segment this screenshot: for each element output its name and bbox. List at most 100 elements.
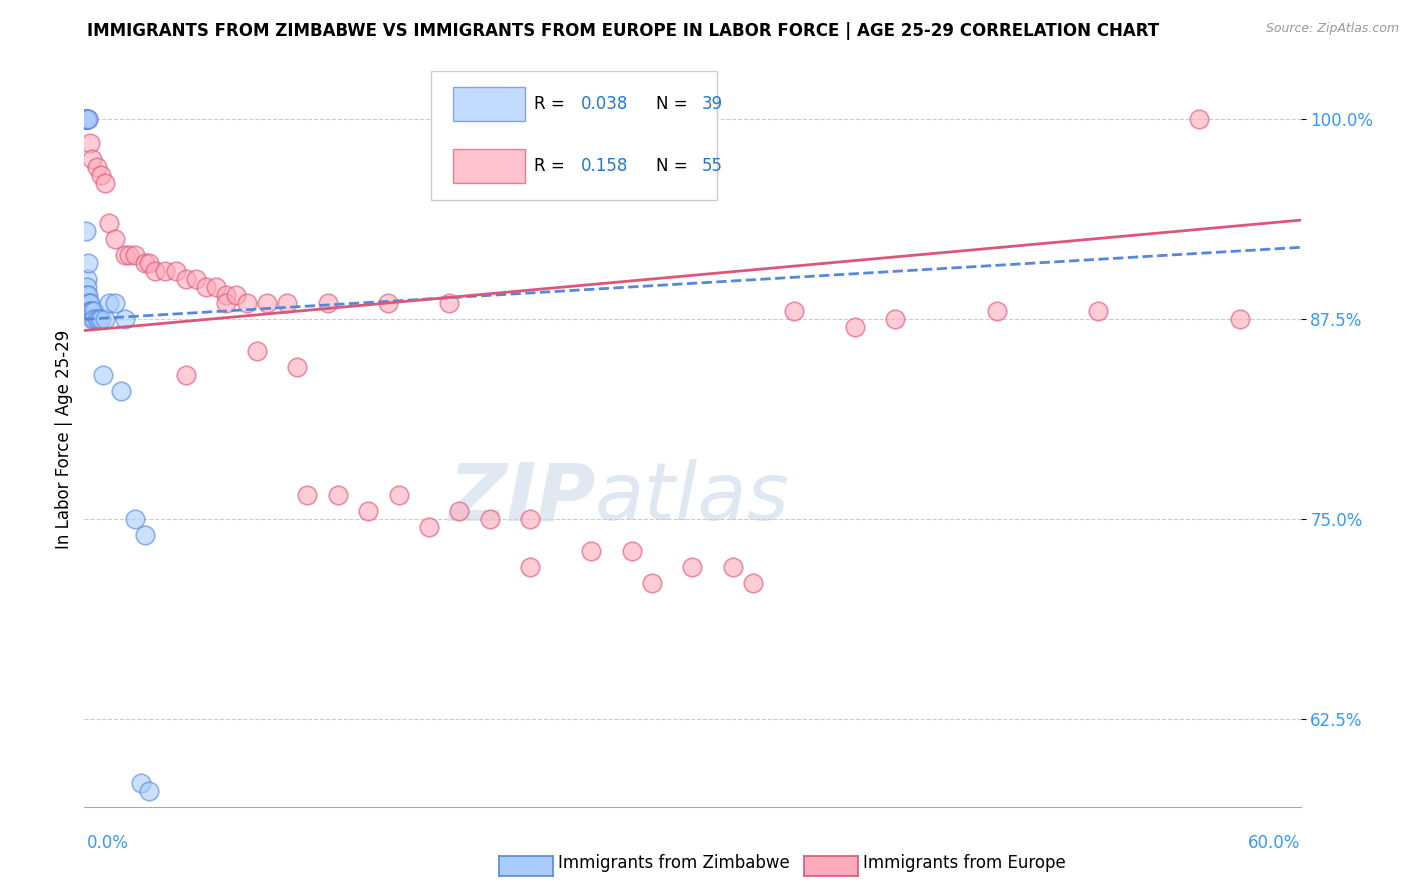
Point: [1188, 112, 1211, 127]
Point: [93, 177, 115, 191]
Point: [174, 272, 197, 286]
Point: [104, 296, 127, 310]
Text: 60.0%: 60.0%: [1249, 834, 1301, 852]
Point: [86, 312, 108, 326]
Point: [86, 161, 108, 175]
Point: [77, 288, 100, 302]
Point: [87, 312, 110, 326]
Text: atlas: atlas: [595, 459, 790, 537]
Point: [478, 512, 501, 526]
Text: R =: R =: [534, 157, 571, 176]
Text: 0.038: 0.038: [581, 95, 628, 112]
Point: [844, 320, 866, 334]
Point: [75, 112, 97, 127]
Text: N =: N =: [657, 95, 693, 112]
Point: [387, 488, 409, 502]
Point: [114, 312, 136, 326]
Point: [124, 512, 146, 526]
Point: [742, 576, 765, 591]
Point: [77, 112, 100, 127]
Point: [118, 248, 141, 262]
Point: [326, 488, 349, 502]
Point: [76, 288, 98, 302]
Point: [124, 248, 146, 262]
Y-axis label: In Labor Force | Age 25-29: In Labor Force | Age 25-29: [55, 330, 73, 549]
Point: [97, 296, 120, 310]
Point: [519, 560, 541, 574]
Point: [165, 264, 187, 278]
Point: [76, 112, 98, 127]
Point: [75, 112, 97, 127]
Point: [75, 112, 97, 127]
Point: [519, 512, 541, 526]
Point: [79, 136, 101, 151]
Point: [439, 296, 461, 310]
Point: [682, 560, 704, 574]
Point: [77, 296, 100, 310]
Text: 0.158: 0.158: [581, 157, 628, 176]
FancyBboxPatch shape: [453, 87, 524, 120]
Point: [579, 544, 602, 558]
Text: Source: ZipAtlas.com: Source: ZipAtlas.com: [1265, 22, 1399, 36]
Point: [721, 560, 744, 574]
Text: IMMIGRANTS FROM ZIMBABWE VS IMMIGRANTS FROM EUROPE IN LABOR FORCE | AGE 25-29 CO: IMMIGRANTS FROM ZIMBABWE VS IMMIGRANTS F…: [87, 22, 1160, 40]
Point: [205, 280, 228, 294]
Point: [76, 280, 98, 294]
Point: [134, 528, 156, 542]
Point: [138, 784, 160, 798]
Point: [418, 520, 440, 534]
Point: [246, 344, 269, 359]
Text: Immigrants from Zimbabwe: Immigrants from Zimbabwe: [558, 855, 790, 872]
FancyBboxPatch shape: [432, 71, 717, 200]
Point: [104, 232, 127, 246]
Point: [91, 368, 114, 383]
Point: [194, 280, 217, 294]
Point: [620, 544, 643, 558]
Point: [138, 256, 160, 270]
Point: [276, 296, 298, 310]
Point: [225, 288, 247, 302]
Point: [75, 112, 97, 127]
Point: [77, 256, 100, 270]
Point: [174, 368, 197, 383]
Point: [235, 296, 257, 310]
Point: [79, 304, 101, 318]
Point: [90, 312, 112, 326]
Point: [184, 272, 207, 286]
Point: [82, 312, 104, 326]
Point: [79, 296, 101, 310]
Point: [986, 304, 1008, 318]
Point: [641, 576, 664, 591]
Point: [83, 312, 105, 326]
Text: Immigrants from Europe: Immigrants from Europe: [863, 855, 1066, 872]
Point: [79, 304, 101, 318]
Point: [82, 153, 104, 167]
Point: [83, 304, 105, 318]
Point: [316, 296, 339, 310]
Point: [77, 112, 100, 127]
Point: [75, 112, 97, 127]
Text: 0.0%: 0.0%: [87, 834, 129, 852]
Point: [783, 304, 806, 318]
Point: [114, 248, 136, 262]
Point: [285, 360, 308, 375]
Point: [75, 112, 97, 127]
Point: [75, 112, 97, 127]
Point: [215, 288, 238, 302]
Text: 39: 39: [702, 95, 723, 112]
Point: [449, 504, 471, 518]
Point: [256, 296, 278, 310]
Point: [75, 112, 97, 127]
Text: N =: N =: [657, 157, 693, 176]
Text: R =: R =: [534, 95, 571, 112]
Point: [97, 216, 120, 230]
Point: [79, 296, 101, 310]
Point: [134, 256, 156, 270]
Point: [93, 312, 115, 326]
Point: [80, 304, 103, 318]
Point: [1229, 312, 1251, 326]
Point: [143, 264, 166, 278]
Point: [357, 504, 380, 518]
Point: [76, 272, 98, 286]
Text: 55: 55: [702, 157, 723, 176]
